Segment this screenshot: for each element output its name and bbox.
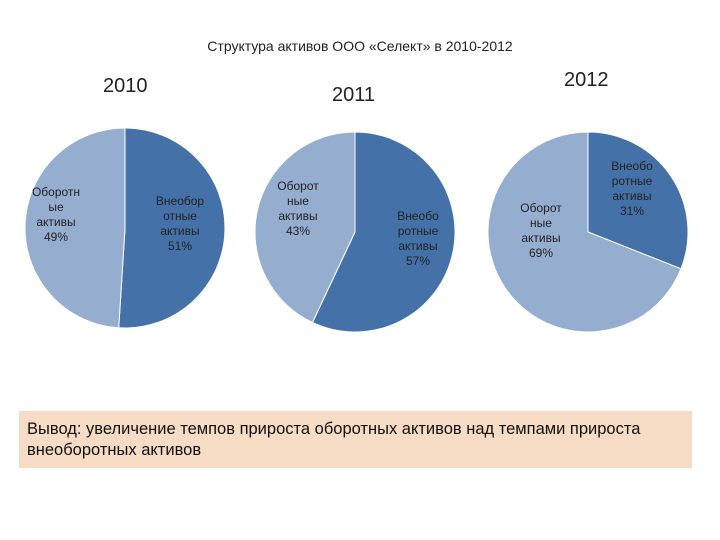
pie-2011-label-0: Оборот ные активы 43% xyxy=(277,179,319,238)
conclusion-box: Вывод: увеличение темпов прироста оборот… xyxy=(19,411,692,468)
pie-2012-slice-0 xyxy=(487,131,682,333)
conclusion-text: Вывод: увеличение темпов прироста оборот… xyxy=(27,420,641,459)
pie-2010-slice-0 xyxy=(24,127,126,329)
pie-2011-label-1: Внеобо ротные активы 57% xyxy=(397,209,439,268)
page-title: Структура активов ООО «Селект» в 2010-20… xyxy=(207,38,513,54)
pie-2012-label-1: Внеобо ротные активы 31% xyxy=(611,159,653,218)
chart-title-2012: 2012 xyxy=(564,69,609,91)
chart-title-2010: 2010 xyxy=(103,75,148,97)
pie-2012-label-0: Оборот ные активы 69% xyxy=(520,201,562,260)
chart-title-2011: 2011 xyxy=(332,84,376,106)
pie-2012-slice-1 xyxy=(587,131,689,270)
pie-2010-label-0: Оборотн ые активы 49% xyxy=(32,185,80,244)
pie-2011-slice-1 xyxy=(311,131,456,333)
pie-2010-label-1: Внеобор отные активы 51% xyxy=(156,194,205,253)
pie-2010-slice-1 xyxy=(118,127,226,329)
pie-2011-slice-0 xyxy=(254,131,356,324)
